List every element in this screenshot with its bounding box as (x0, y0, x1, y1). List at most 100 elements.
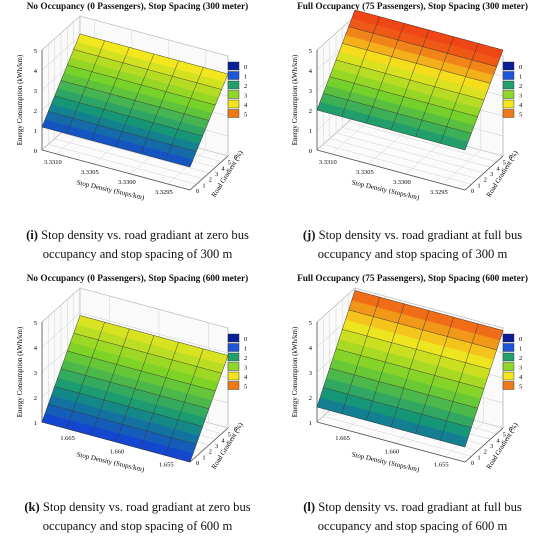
colorbar-label: 5 (244, 384, 247, 391)
chart-title: Full Occupancy (75 Passengers), Stop Spa… (297, 2, 528, 12)
mesh-line (79, 315, 229, 356)
x-axis-line (316, 421, 466, 463)
y-tick-label: 4 (496, 437, 500, 444)
mesh-line (41, 421, 191, 463)
caption-text-2: occupancy and stop spacing of 300 m (317, 247, 508, 261)
y-axis-line (464, 155, 504, 191)
colorbar-label: 1 (519, 346, 522, 353)
x-axis-line (41, 149, 191, 191)
y-tick-label: 5 (228, 160, 231, 167)
colorbar-swatch (227, 99, 240, 109)
colorbar-label: 0 (244, 336, 247, 343)
z-tick-label: 1 (34, 420, 37, 427)
colorbar-label: 3 (244, 93, 247, 100)
colorbar-swatch (227, 343, 240, 352)
y-gridline (348, 121, 497, 162)
colorbar-swatch (502, 352, 515, 362)
mesh-line (342, 329, 491, 370)
x-gridline (368, 129, 407, 165)
y-tick-label: 3 (215, 171, 218, 178)
y-tick-label: 0 (471, 460, 474, 467)
mesh-line (60, 368, 210, 409)
x-tick-label: 3.3305 (81, 169, 99, 176)
colorbar-swatch (227, 71, 240, 80)
mesh-line (329, 76, 478, 117)
z-tick-label: 3 (309, 88, 312, 95)
y-tick-label: 5 (503, 432, 506, 439)
x-tick-label: 3.3300 (118, 179, 136, 186)
colorbar-swatch (502, 381, 515, 390)
y-tick-label: 4 (496, 165, 500, 172)
mesh-line (67, 350, 216, 392)
z-axis-label: Energy Consumption (kWh/km) (291, 326, 299, 417)
y-gridline (54, 138, 203, 179)
z-tick-label: 2 (34, 395, 37, 402)
y-tick-label: 0 (196, 188, 199, 195)
y-gridline (329, 138, 478, 179)
colorbar-swatch (227, 371, 240, 381)
y-tick-label: 2 (209, 449, 212, 456)
colorbar-label: 4 (244, 102, 248, 109)
caption-text: Stop density vs. road gradiant at full b… (315, 228, 523, 242)
colorbar-label: 5 (244, 112, 247, 119)
colorbar-label: 2 (244, 83, 247, 90)
figure-caption: (k) Stop density vs. road gradiant at ze… (0, 498, 275, 536)
mesh-line (354, 9, 504, 51)
z-tick-label: 5 (34, 48, 37, 55)
y-tick-label: 0 (471, 188, 474, 195)
mesh-line (41, 126, 191, 168)
z-tick-label: 4 (309, 345, 313, 352)
mesh-line (60, 80, 210, 121)
y-tick-label: 1 (477, 454, 480, 461)
y-axis-line (189, 155, 229, 191)
y-tick-label: 3 (490, 443, 493, 450)
colorbar-legend: 0 1 2 3 4 5 (502, 333, 523, 391)
colorbar-swatch (227, 61, 240, 71)
mesh-line (335, 59, 485, 101)
mesh-line (348, 309, 497, 351)
chart-title: No Occupancy (0 Passengers), Stop Spacin… (26, 274, 249, 284)
colorbar-swatch (502, 71, 515, 80)
colorbar-legend: 0 1 2 3 4 5 (227, 61, 248, 119)
mesh-line (316, 109, 466, 151)
mesh-line (67, 64, 216, 106)
colorbar-swatch (502, 80, 515, 90)
mesh-line (329, 367, 478, 409)
x-tick-label: 3.3305 (356, 169, 374, 176)
chart-panel-j: Full Occupancy (75 Passengers), Stop Spa… (275, 0, 550, 272)
colorbar-label: 4 (519, 374, 523, 381)
caption-text: Stop density vs. road gradiant at full b… (315, 500, 522, 514)
figure-caption: (i) Stop density vs. road gradiant at ze… (0, 226, 275, 264)
colorbar-label: 2 (244, 355, 247, 362)
mesh-line (54, 386, 203, 427)
y-tick-label: 4 (221, 165, 225, 172)
x-tick-label: 3.3295 (155, 189, 173, 196)
mesh-line (73, 49, 222, 90)
z-tick-label: 3 (34, 88, 37, 95)
caption-letter: (l) (303, 500, 316, 514)
colorbar-swatch (502, 61, 515, 71)
colorbar-label: 3 (519, 365, 522, 372)
colorbar-label: 1 (244, 346, 247, 353)
y-tick-label: 2 (484, 177, 487, 184)
x-gridline (331, 119, 370, 155)
caption-text: Stop density vs. road gradiant at zero b… (39, 500, 251, 514)
z-tick-label: 4 (34, 345, 38, 352)
y-axis-line (464, 427, 504, 463)
colorbar-label: 0 (519, 336, 522, 343)
colorbar-label: 4 (244, 374, 248, 381)
colorbar-label: 5 (519, 384, 522, 391)
y-tick-label: 2 (209, 177, 212, 184)
y-tick-label: 6 (509, 154, 513, 161)
z-tick-label: 4 (34, 68, 38, 75)
mesh-line (316, 406, 466, 448)
y-gridline (323, 416, 472, 457)
x-tick-label: 1.660 (110, 448, 125, 455)
mesh-line (48, 111, 197, 152)
z-tick-label: 0 (34, 148, 37, 155)
y-tick-label: 4 (221, 437, 225, 444)
y-tick-label: 5 (228, 432, 231, 439)
colorbar-swatch (502, 109, 515, 118)
mesh-line (342, 43, 491, 84)
